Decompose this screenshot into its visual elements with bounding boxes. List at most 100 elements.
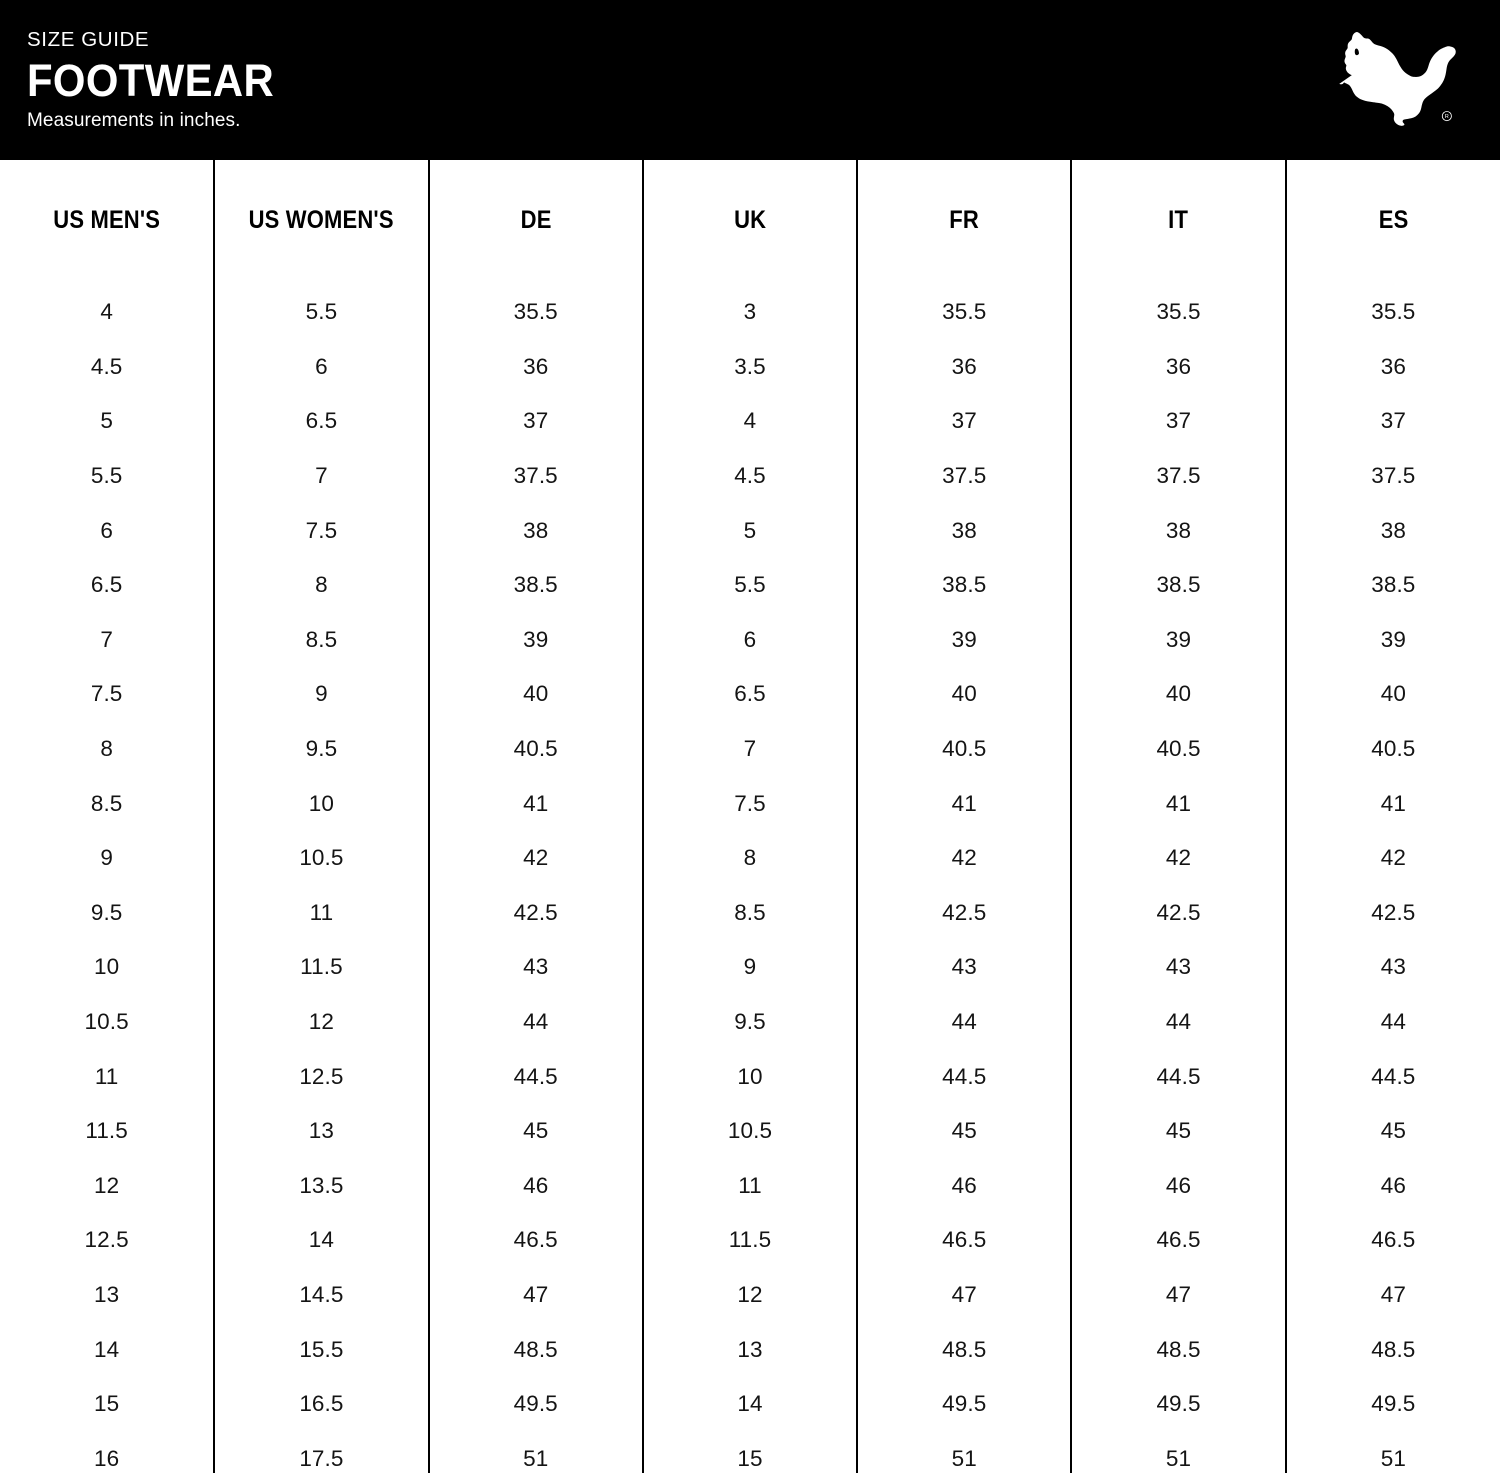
table-cell: 46.5 xyxy=(856,1213,1072,1268)
table-cell: 10 xyxy=(94,954,120,980)
table-cell: 41 xyxy=(427,776,643,831)
table-cell: 7.5 xyxy=(641,776,858,831)
table-cell: 37 xyxy=(1070,394,1286,449)
table-cell: 41 xyxy=(1284,776,1500,831)
table-cell: 11.5 xyxy=(213,940,429,995)
table-cell: 38.5 xyxy=(1284,557,1500,613)
table-cell: 40 xyxy=(856,667,1072,722)
table-cell: 11.5 xyxy=(85,1118,128,1144)
column-header-us-womens: US WOMEN'S xyxy=(226,160,416,285)
table-cell: 11 xyxy=(641,1158,858,1214)
table-cell: 16 xyxy=(94,1445,120,1471)
column-header-us-mens: US MEN'S xyxy=(53,206,161,234)
table-cell: 46.5 xyxy=(427,1213,643,1268)
table-cell: 51 xyxy=(856,1431,1072,1473)
table-cell: 41 xyxy=(1070,776,1286,831)
table-cell: 5.5 xyxy=(641,557,858,613)
table-cell: 12.5 xyxy=(84,1227,129,1253)
table-cell: 36 xyxy=(427,339,643,395)
table-cell: 7.5 xyxy=(90,681,123,707)
table-cell: 7 xyxy=(641,721,858,777)
table-cell: 46 xyxy=(1284,1158,1500,1214)
table-cell: 37 xyxy=(1284,394,1500,449)
table-cell: 47 xyxy=(1070,1267,1286,1323)
table-cell: 43 xyxy=(1070,940,1286,995)
table-cell: 8 xyxy=(213,557,429,613)
table-row: 7.5 9 40 6.5 40 40 40 xyxy=(0,667,1500,722)
table-cell: 7 xyxy=(213,448,429,504)
table-cell: 48.5 xyxy=(856,1322,1072,1377)
table-cell: 38.5 xyxy=(427,557,643,613)
table-row: 11 12.5 44.5 10 44.5 44.5 44.5 xyxy=(0,1049,1500,1104)
table-cell: 12 xyxy=(641,1267,858,1323)
table-body: 4 5.5 35.5 3 35.5 35.5 35.5 4.5 6 36 3.5 36 36 36 5 6.5… xyxy=(0,285,1500,1473)
table-cell: 42 xyxy=(1284,830,1500,886)
table-cell: 16.5 xyxy=(213,1376,429,1432)
table-cell: 43 xyxy=(1284,940,1500,995)
table-cell: 14 xyxy=(641,1376,858,1432)
size-table-container: US MEN'S US WOMEN'S DE UK FR IT ES 4 5.5 3… xyxy=(0,160,1500,1473)
table-cell: 37.5 xyxy=(1070,448,1286,504)
table-cell: 51 xyxy=(1284,1431,1500,1473)
table-cell: 8 xyxy=(641,830,858,886)
table-cell: 48.5 xyxy=(427,1322,643,1377)
table-cell: 14.5 xyxy=(213,1267,429,1323)
page-header: SIZE GUIDE FOOTWEAR Measurements in inch… xyxy=(0,0,1500,160)
table-cell: 40.5 xyxy=(1070,721,1286,777)
table-cell: 6.5 xyxy=(90,572,123,598)
table-row: 12.5 14 46.5 11.5 46.5 46.5 46.5 xyxy=(0,1213,1500,1268)
table-row: 9.5 11 42.5 8.5 42.5 42.5 42.5 xyxy=(0,885,1500,941)
table-cell: 4 xyxy=(641,394,858,449)
table-cell: 15 xyxy=(94,1391,120,1417)
svg-text:R: R xyxy=(1445,114,1449,120)
table-cell: 39 xyxy=(427,612,643,668)
table-cell: 38 xyxy=(427,503,643,558)
table-cell: 7.5 xyxy=(213,503,429,558)
table-cell: 39 xyxy=(1284,612,1500,668)
table-cell: 10.5 xyxy=(641,1103,858,1159)
table-cell: 6 xyxy=(100,517,113,543)
table-row: 11.5 13 45 10.5 45 45 45 xyxy=(0,1103,1500,1159)
column-header-uk: UK xyxy=(654,160,845,285)
table-cell: 49.5 xyxy=(856,1376,1072,1432)
table-row: 4 5.5 35.5 3 35.5 35.5 35.5 xyxy=(0,285,1500,340)
table-row: 8.5 10 41 7.5 41 41 41 xyxy=(0,776,1500,831)
table-cell: 13.5 xyxy=(213,1158,429,1214)
table-cell: 11 xyxy=(94,1063,119,1089)
table-cell: 35.5 xyxy=(856,285,1072,340)
table-cell: 35.5 xyxy=(1284,285,1500,340)
column-header-es: ES xyxy=(1297,160,1488,285)
table-cell: 45 xyxy=(1284,1103,1500,1159)
table-cell: 9.5 xyxy=(213,721,429,777)
table-cell: 9 xyxy=(100,845,113,871)
table-cell: 41 xyxy=(856,776,1072,831)
table-cell: 9 xyxy=(213,667,429,722)
table-cell: 47 xyxy=(1284,1267,1500,1323)
table-cell: 5 xyxy=(100,408,113,434)
table-row: 10 11.5 43 9 43 43 43 xyxy=(0,940,1500,995)
table-cell: 38.5 xyxy=(1070,557,1286,613)
table-cell: 42 xyxy=(427,830,643,886)
table-header-row-group: US MEN'S US WOMEN'S DE UK FR IT ES xyxy=(0,160,1500,285)
eyebrow-label: SIZE GUIDE xyxy=(27,28,150,52)
table-cell: 35.5 xyxy=(1070,285,1286,340)
table-cell: 39 xyxy=(1070,612,1286,668)
table-cell: 40.5 xyxy=(427,721,643,777)
table-cell: 37.5 xyxy=(856,448,1072,504)
table-cell: 10 xyxy=(641,1049,858,1104)
table-cell: 46 xyxy=(1070,1158,1286,1214)
table-row: 15 16.5 49.5 14 49.5 49.5 49.5 xyxy=(0,1376,1500,1432)
table-cell: 14 xyxy=(94,1336,120,1362)
table-cell: 12.5 xyxy=(213,1049,429,1104)
table-cell: 37.5 xyxy=(427,448,643,504)
table-cell: 40.5 xyxy=(1284,721,1500,777)
table-cell: 4 xyxy=(100,299,113,325)
table-cell: 46.5 xyxy=(1070,1213,1286,1268)
table-cell: 40.5 xyxy=(856,721,1072,777)
table-cell: 43 xyxy=(427,940,643,995)
table-cell: 44 xyxy=(1284,994,1500,1050)
table-cell: 13 xyxy=(94,1281,120,1307)
table-cell: 7 xyxy=(100,626,113,652)
table-cell: 40 xyxy=(1070,667,1286,722)
table-cell: 39 xyxy=(856,612,1072,668)
